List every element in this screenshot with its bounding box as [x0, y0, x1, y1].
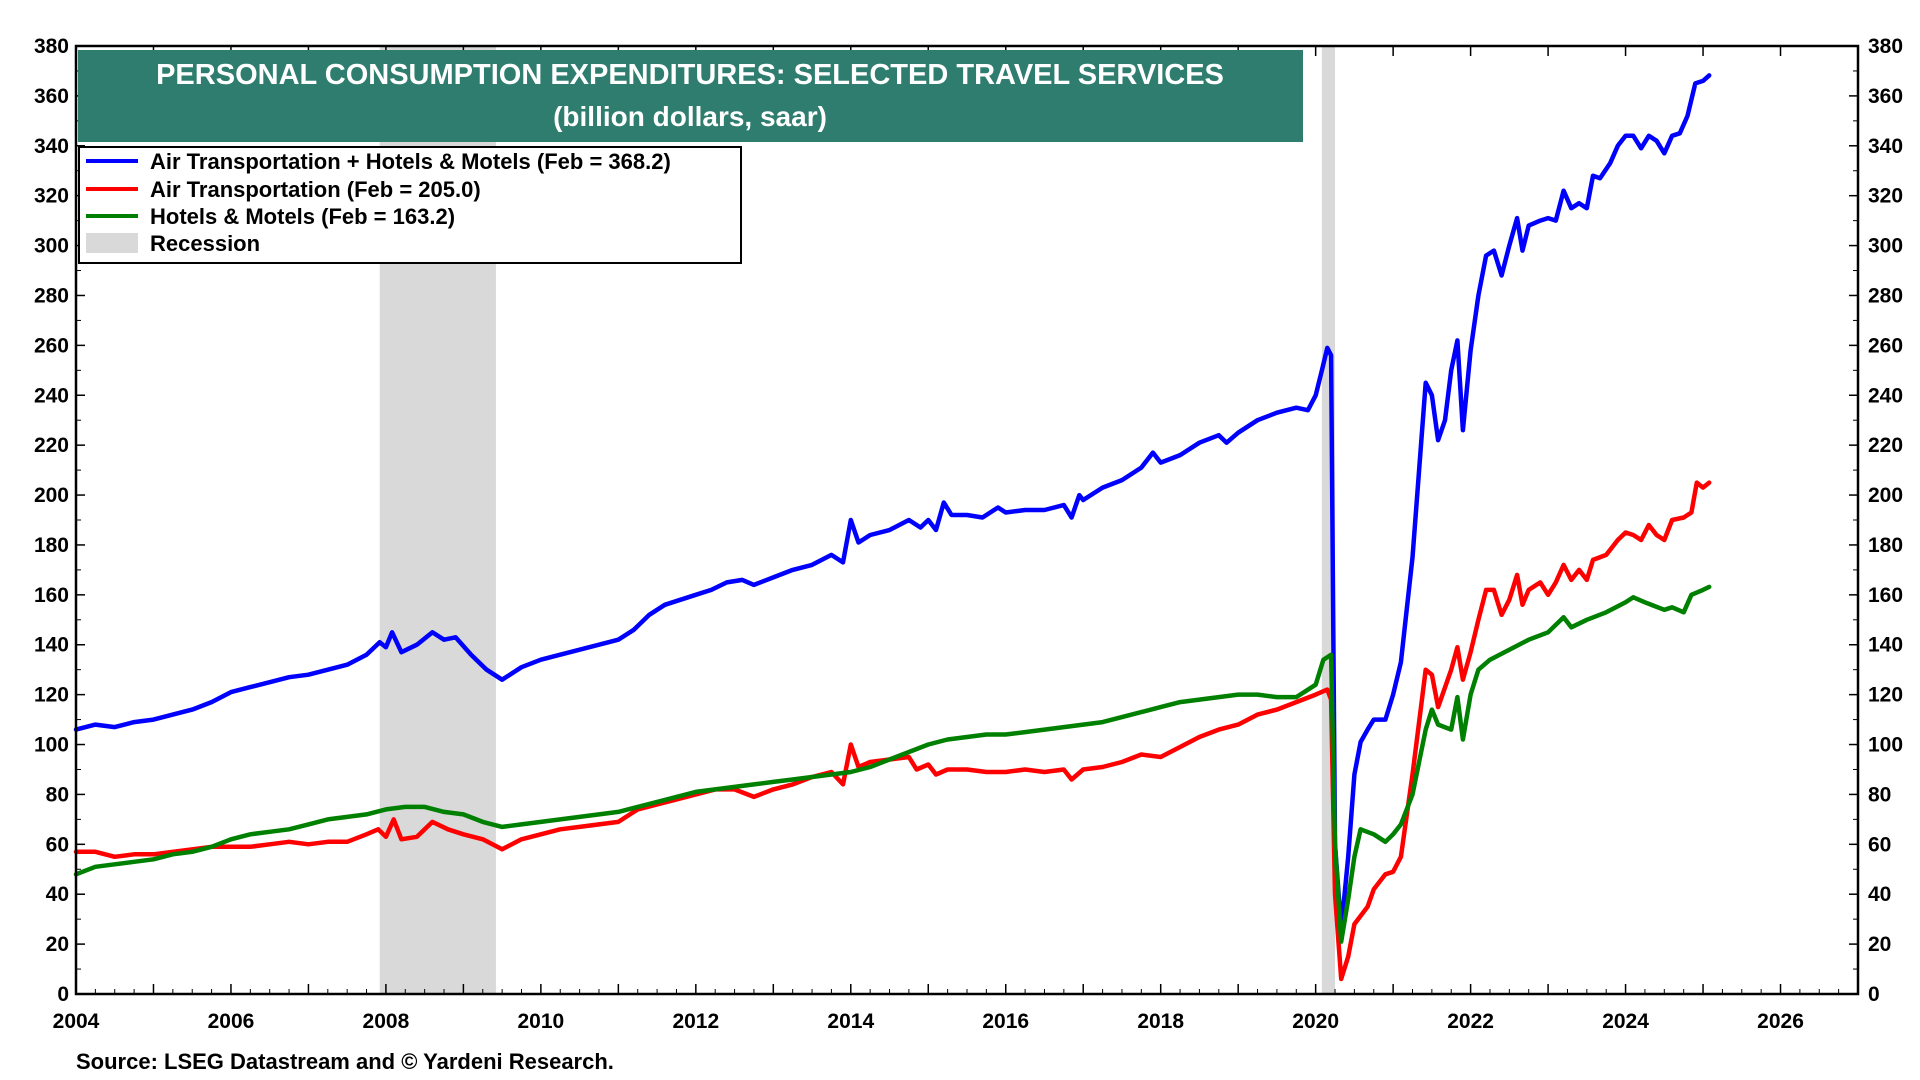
legend: Air Transportation + Hotels & Motels (Fe… [78, 146, 742, 264]
y-tick-label-left: 20 [46, 933, 69, 956]
x-tick-label: 2026 [1757, 1010, 1804, 1033]
y-tick-label-right: 380 [1868, 35, 1903, 58]
x-tick-label: 2016 [982, 1010, 1029, 1033]
y-tick-label-left: 140 [34, 634, 69, 657]
y-tick-label-left: 300 [34, 235, 69, 258]
y-tick-label-left: 120 [34, 684, 69, 707]
y-tick-label-left: 320 [34, 185, 69, 208]
legend-label-recession: Recession [150, 231, 260, 256]
y-tick-label-left: 100 [34, 734, 69, 757]
y-tick-label-right: 300 [1868, 235, 1903, 258]
x-tick-label: 2008 [363, 1010, 410, 1033]
x-tick-label: 2024 [1602, 1010, 1649, 1033]
chart-subtitle: (billion dollars, saar) [553, 101, 827, 132]
y-tick-label-right: 160 [1868, 584, 1903, 607]
x-tick-label: 2014 [827, 1010, 874, 1033]
chart-title: PERSONAL CONSUMPTION EXPENDITURES: SELEC… [156, 59, 1224, 91]
legend-label-air: Air Transportation (Feb = 205.0) [150, 177, 481, 202]
series-line-0 [73, 73, 1712, 932]
source-note: Source: LSEG Datastream and © Yardeni Re… [76, 1049, 614, 1074]
legend-label-hotels: Hotels & Motels (Feb = 163.2) [150, 204, 455, 229]
y-tick-label-right: 60 [1868, 833, 1891, 856]
y-tick-label-left: 220 [34, 434, 69, 457]
title-banner: PERSONAL CONSUMPTION EXPENDITURES: SELEC… [78, 50, 1303, 142]
y-tick-label-right: 180 [1868, 534, 1903, 557]
x-tick-label: 2010 [518, 1010, 565, 1033]
legend-box [78, 146, 742, 264]
y-tick-label-right: 320 [1868, 185, 1903, 208]
y-tick-label-right: 240 [1868, 384, 1903, 407]
y-tick-label-right: 140 [1868, 634, 1903, 657]
x-tick-label: 2006 [208, 1010, 255, 1033]
y-tick-label-left: 180 [34, 534, 69, 557]
y-tick-label-right: 0 [1868, 983, 1880, 1006]
y-tick-label-right: 340 [1868, 135, 1903, 158]
y-tick-label-right: 80 [1868, 783, 1891, 806]
y-tick-label-left: 360 [34, 85, 69, 108]
y-tick-label-right: 20 [1868, 933, 1891, 956]
y-tick-label-left: 240 [34, 384, 69, 407]
series-lines [73, 73, 1712, 982]
y-tick-label-left: 80 [46, 783, 69, 806]
legend-label-total: Air Transportation + Hotels & Motels (Fe… [150, 149, 671, 174]
x-tick-label: 2018 [1137, 1010, 1184, 1033]
y-tick-label-right: 280 [1868, 284, 1903, 307]
y-tick-label-left: 200 [34, 484, 69, 507]
x-tick-label: 2020 [1292, 1010, 1339, 1033]
series-line-2 [73, 584, 1712, 944]
y-tick-label-right: 260 [1868, 334, 1903, 357]
y-tick-label-right: 200 [1868, 484, 1903, 507]
y-tick-label-left: 0 [57, 983, 69, 1006]
y-tick-label-left: 340 [34, 135, 69, 158]
series-line-1 [73, 480, 1712, 982]
y-tick-label-right: 120 [1868, 684, 1903, 707]
title-background [78, 50, 1303, 142]
x-tick-label: 2022 [1447, 1010, 1494, 1033]
y-tick-label-left: 280 [34, 284, 69, 307]
x-tick-label: 2012 [672, 1010, 719, 1033]
y-tick-label-left: 60 [46, 833, 69, 856]
y-tick-label-right: 40 [1868, 883, 1891, 906]
y-tick-label-right: 360 [1868, 85, 1903, 108]
y-tick-label-right: 100 [1868, 734, 1903, 757]
y-tick-label-left: 380 [34, 35, 69, 58]
x-tick-label: 2004 [53, 1010, 100, 1033]
y-tick-label-left: 260 [34, 334, 69, 357]
y-tick-label-left: 160 [34, 584, 69, 607]
legend-swatch-recession [86, 233, 138, 253]
y-tick-label-right: 220 [1868, 434, 1903, 457]
y-tick-label-left: 40 [46, 883, 69, 906]
